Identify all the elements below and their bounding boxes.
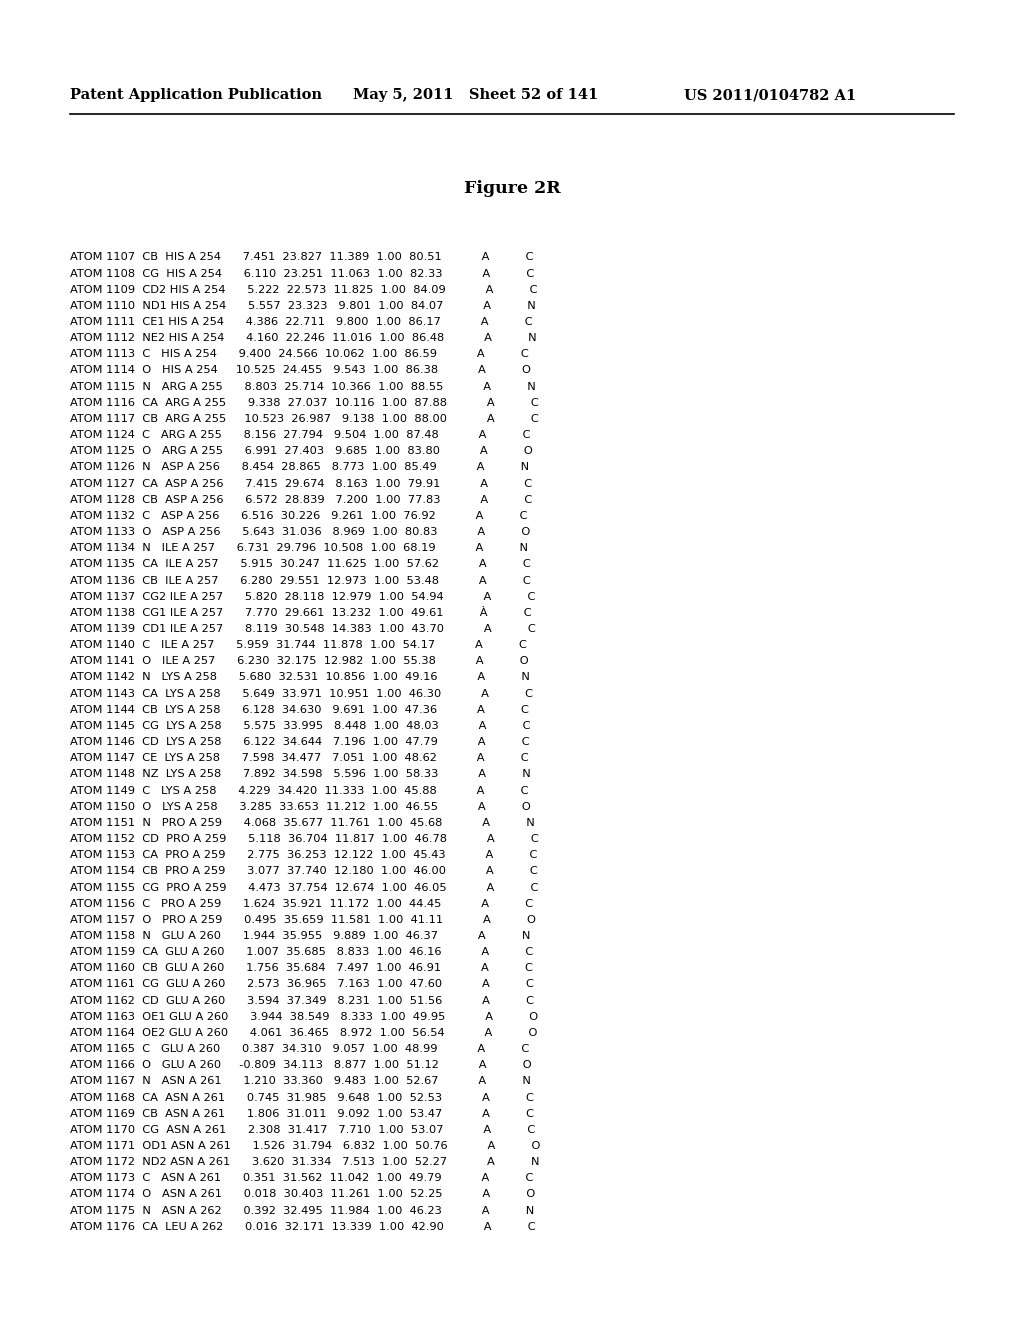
Text: ATOM 1143  CA  LYS A 258      5.649  33.971  10.951  1.00  46.30           A    : ATOM 1143 CA LYS A 258 5.649 33.971 10.9… — [70, 689, 532, 698]
Text: ATOM 1165  C   GLU A 260      0.387  34.310   9.057  1.00  48.99           A    : ATOM 1165 C GLU A 260 0.387 34.310 9.057… — [70, 1044, 528, 1055]
Text: ATOM 1168  CA  ASN A 261      0.745  31.985   9.648  1.00  52.53           A    : ATOM 1168 CA ASN A 261 0.745 31.985 9.64… — [70, 1093, 534, 1102]
Text: ATOM 1174  O   ASN A 261      0.018  30.403  11.261  1.00  52.25           A    : ATOM 1174 O ASN A 261 0.018 30.403 11.26… — [70, 1189, 535, 1200]
Text: ATOM 1175  N   ASN A 262      0.392  32.495  11.984  1.00  46.23           A    : ATOM 1175 N ASN A 262 0.392 32.495 11.98… — [70, 1205, 534, 1216]
Text: ATOM 1125  O   ARG A 255      6.991  27.403   9.685  1.00  83.80           A    : ATOM 1125 O ARG A 255 6.991 27.403 9.685… — [70, 446, 532, 457]
Text: ATOM 1153  CA  PRO A 259      2.775  36.253  12.122  1.00  45.43           A    : ATOM 1153 CA PRO A 259 2.775 36.253 12.1… — [70, 850, 537, 861]
Text: ATOM 1152  CD  PRO A 259      5.118  36.704  11.817  1.00  46.78           A    : ATOM 1152 CD PRO A 259 5.118 36.704 11.8… — [70, 834, 539, 843]
Text: ATOM 1111  CE1 HIS A 254      4.386  22.711   9.800  1.00  86.17           A    : ATOM 1111 CE1 HIS A 254 4.386 22.711 9.8… — [70, 317, 532, 327]
Text: ATOM 1140  C   ILE A 257      5.959  31.744  11.878  1.00  54.17           A    : ATOM 1140 C ILE A 257 5.959 31.744 11.87… — [70, 640, 526, 651]
Text: ATOM 1116  CA  ARG A 255      9.338  27.037  10.116  1.00  87.88           A    : ATOM 1116 CA ARG A 255 9.338 27.037 10.1… — [70, 397, 539, 408]
Text: ATOM 1158  N   GLU A 260      1.944  35.955   9.889  1.00  46.37           A    : ATOM 1158 N GLU A 260 1.944 35.955 9.889… — [70, 931, 530, 941]
Text: ATOM 1128  CB  ASP A 256      6.572  28.839   7.200  1.00  77.83           A    : ATOM 1128 CB ASP A 256 6.572 28.839 7.20… — [70, 495, 531, 504]
Text: ATOM 1173  C   ASN A 261      0.351  31.562  11.042  1.00  49.79           A    : ATOM 1173 C ASN A 261 0.351 31.562 11.04… — [70, 1173, 534, 1183]
Text: ATOM 1109  CD2 HIS A 254      5.222  22.573  11.825  1.00  84.09           A    : ATOM 1109 CD2 HIS A 254 5.222 22.573 11.… — [70, 285, 538, 294]
Text: ATOM 1135  CA  ILE A 257      5.915  30.247  11.625  1.00  57.62           A    : ATOM 1135 CA ILE A 257 5.915 30.247 11.6… — [70, 560, 530, 569]
Text: ATOM 1141  O   ILE A 257      6.230  32.175  12.982  1.00  55.38           A    : ATOM 1141 O ILE A 257 6.230 32.175 12.98… — [70, 656, 528, 667]
Text: ATOM 1157  O   PRO A 259      0.495  35.659  11.581  1.00  41.11           A    : ATOM 1157 O PRO A 259 0.495 35.659 11.58… — [70, 915, 536, 925]
Text: ATOM 1154  CB  PRO A 259      3.077  37.740  12.180  1.00  46.00           A    : ATOM 1154 CB PRO A 259 3.077 37.740 12.1… — [70, 866, 538, 876]
Text: ATOM 1167  N   ASN A 261      1.210  33.360   9.483  1.00  52.67           A    : ATOM 1167 N ASN A 261 1.210 33.360 9.483… — [70, 1076, 530, 1086]
Text: ATOM 1160  CB  GLU A 260      1.756  35.684   7.497  1.00  46.91           A    : ATOM 1160 CB GLU A 260 1.756 35.684 7.49… — [70, 964, 532, 973]
Text: ATOM 1176  CA  LEU A 262      0.016  32.171  13.339  1.00  42.90           A    : ATOM 1176 CA LEU A 262 0.016 32.171 13.3… — [70, 1222, 536, 1232]
Text: ATOM 1147  CE  LYS A 258      7.598  34.477   7.051  1.00  48.62           A    : ATOM 1147 CE LYS A 258 7.598 34.477 7.05… — [70, 754, 528, 763]
Text: ATOM 1155  CG  PRO A 259      4.473  37.754  12.674  1.00  46.05           A    : ATOM 1155 CG PRO A 259 4.473 37.754 12.6… — [70, 883, 538, 892]
Text: ATOM 1134  N   ILE A 257      6.731  29.796  10.508  1.00  68.19           A    : ATOM 1134 N ILE A 257 6.731 29.796 10.50… — [70, 544, 527, 553]
Text: ATOM 1115  N   ARG A 255      8.803  25.714  10.366  1.00  88.55           A    : ATOM 1115 N ARG A 255 8.803 25.714 10.36… — [70, 381, 536, 392]
Text: ATOM 1124  C   ARG A 255      8.156  27.794   9.504  1.00  87.48           A    : ATOM 1124 C ARG A 255 8.156 27.794 9.504… — [70, 430, 530, 440]
Text: ATOM 1146  CD  LYS A 258      6.122  34.644   7.196  1.00  47.79           A    : ATOM 1146 CD LYS A 258 6.122 34.644 7.19… — [70, 737, 529, 747]
Text: ATOM 1110  ND1 HIS A 254      5.557  23.323   9.801  1.00  84.07           A    : ATOM 1110 ND1 HIS A 254 5.557 23.323 9.8… — [70, 301, 536, 312]
Text: ATOM 1166  O   GLU A 260     -0.809  34.113   8.877  1.00  51.12           A    : ATOM 1166 O GLU A 260 -0.809 34.113 8.87… — [70, 1060, 531, 1071]
Text: ATOM 1145  CG  LYS A 258      5.575  33.995   8.448  1.00  48.03           A    : ATOM 1145 CG LYS A 258 5.575 33.995 8.44… — [70, 721, 530, 731]
Text: ATOM 1114  O   HIS A 254     10.525  24.455   9.543  1.00  86.38           A    : ATOM 1114 O HIS A 254 10.525 24.455 9.54… — [70, 366, 530, 375]
Text: ATOM 1162  CD  GLU A 260      3.594  37.349   8.231  1.00  51.56           A    : ATOM 1162 CD GLU A 260 3.594 37.349 8.23… — [70, 995, 534, 1006]
Text: ATOM 1150  O   LYS A 258      3.285  33.653  11.212  1.00  46.55           A    : ATOM 1150 O LYS A 258 3.285 33.653 11.21… — [70, 801, 530, 812]
Text: ATOM 1159  CA  GLU A 260      1.007  35.685   8.833  1.00  46.16           A    : ATOM 1159 CA GLU A 260 1.007 35.685 8.83… — [70, 948, 532, 957]
Text: ATOM 1139  CD1 ILE A 257      8.119  30.548  14.383  1.00  43.70           A    : ATOM 1139 CD1 ILE A 257 8.119 30.548 14.… — [70, 624, 536, 634]
Text: Figure 2R: Figure 2R — [464, 181, 560, 197]
Text: ATOM 1172  ND2 ASN A 261      3.620  31.334   7.513  1.00  52.27           A    : ATOM 1172 ND2 ASN A 261 3.620 31.334 7.5… — [70, 1158, 539, 1167]
Text: ATOM 1149  C   LYS A 258      4.229  34.420  11.333  1.00  45.88           A    : ATOM 1149 C LYS A 258 4.229 34.420 11.33… — [70, 785, 528, 796]
Text: ATOM 1126  N   ASP A 256      8.454  28.865   8.773  1.00  85.49           A    : ATOM 1126 N ASP A 256 8.454 28.865 8.773… — [70, 462, 528, 473]
Text: ATOM 1144  CB  LYS A 258      6.128  34.630   9.691  1.00  47.36           A    : ATOM 1144 CB LYS A 258 6.128 34.630 9.69… — [70, 705, 528, 715]
Text: ATOM 1132  C   ASP A 256      6.516  30.226   9.261  1.00  76.92           A    : ATOM 1132 C ASP A 256 6.516 30.226 9.261… — [70, 511, 527, 521]
Text: ATOM 1133  O   ASP A 256      5.643  31.036   8.969  1.00  80.83           A    : ATOM 1133 O ASP A 256 5.643 31.036 8.969… — [70, 527, 529, 537]
Text: ATOM 1164  OE2 GLU A 260      4.061  36.465   8.972  1.00  56.54           A    : ATOM 1164 OE2 GLU A 260 4.061 36.465 8.9… — [70, 1028, 537, 1038]
Text: ATOM 1161  CG  GLU A 260      2.573  36.965   7.163  1.00  47.60           A    : ATOM 1161 CG GLU A 260 2.573 36.965 7.16… — [70, 979, 534, 990]
Text: ATOM 1117  CB  ARG A 255     10.523  26.987   9.138  1.00  88.00           A    : ATOM 1117 CB ARG A 255 10.523 26.987 9.1… — [70, 414, 539, 424]
Text: ATOM 1148  NZ  LYS A 258      7.892  34.598   5.596  1.00  58.33           A    : ATOM 1148 NZ LYS A 258 7.892 34.598 5.59… — [70, 770, 530, 779]
Text: May 5, 2011   Sheet 52 of 141: May 5, 2011 Sheet 52 of 141 — [353, 88, 599, 102]
Text: ATOM 1171  OD1 ASN A 261      1.526  31.794   6.832  1.00  50.76           A    : ATOM 1171 OD1 ASN A 261 1.526 31.794 6.8… — [70, 1140, 540, 1151]
Text: ATOM 1107  CB  HIS A 254      7.451  23.827  11.389  1.00  80.51           A    : ATOM 1107 CB HIS A 254 7.451 23.827 11.3… — [70, 252, 534, 263]
Text: ATOM 1127  CA  ASP A 256      7.415  29.674   8.163  1.00  79.91           A    : ATOM 1127 CA ASP A 256 7.415 29.674 8.16… — [70, 479, 531, 488]
Text: ATOM 1138  CG1 ILE A 257      7.770  29.661  13.232  1.00  49.61          À     : ATOM 1138 CG1 ILE A 257 7.770 29.661 13.… — [70, 607, 531, 618]
Text: ATOM 1137  CG2 ILE A 257      5.820  28.118  12.979  1.00  54.94           A    : ATOM 1137 CG2 ILE A 257 5.820 28.118 12.… — [70, 591, 535, 602]
Text: ATOM 1142  N   LYS A 258      5.680  32.531  10.856  1.00  49.16           A    : ATOM 1142 N LYS A 258 5.680 32.531 10.85… — [70, 672, 529, 682]
Text: Patent Application Publication: Patent Application Publication — [70, 88, 322, 102]
Text: ATOM 1112  NE2 HIS A 254      4.160  22.246  11.016  1.00  86.48           A    : ATOM 1112 NE2 HIS A 254 4.160 22.246 11.… — [70, 333, 537, 343]
Text: ATOM 1108  CG  HIS A 254      6.110  23.251  11.063  1.00  82.33           A    : ATOM 1108 CG HIS A 254 6.110 23.251 11.0… — [70, 268, 534, 279]
Text: US 2011/0104782 A1: US 2011/0104782 A1 — [684, 88, 856, 102]
Text: ATOM 1170  CG  ASN A 261      2.308  31.417   7.710  1.00  53.07           A    : ATOM 1170 CG ASN A 261 2.308 31.417 7.71… — [70, 1125, 535, 1135]
Text: ATOM 1113  C   HIS A 254      9.400  24.566  10.062  1.00  86.59           A    : ATOM 1113 C HIS A 254 9.400 24.566 10.06… — [70, 350, 528, 359]
Text: ATOM 1151  N   PRO A 259      4.068  35.677  11.761  1.00  45.68           A    : ATOM 1151 N PRO A 259 4.068 35.677 11.76… — [70, 818, 535, 828]
Text: ATOM 1169  CB  ASN A 261      1.806  31.011   9.092  1.00  53.47           A    : ATOM 1169 CB ASN A 261 1.806 31.011 9.09… — [70, 1109, 534, 1119]
Text: ATOM 1163  OE1 GLU A 260      3.944  38.549   8.333  1.00  49.95           A    : ATOM 1163 OE1 GLU A 260 3.944 38.549 8.3… — [70, 1011, 538, 1022]
Text: ATOM 1136  CB  ILE A 257      6.280  29.551  12.973  1.00  53.48           A    : ATOM 1136 CB ILE A 257 6.280 29.551 12.9… — [70, 576, 530, 586]
Text: ATOM 1156  C   PRO A 259      1.624  35.921  11.172  1.00  44.45           A    : ATOM 1156 C PRO A 259 1.624 35.921 11.17… — [70, 899, 532, 908]
